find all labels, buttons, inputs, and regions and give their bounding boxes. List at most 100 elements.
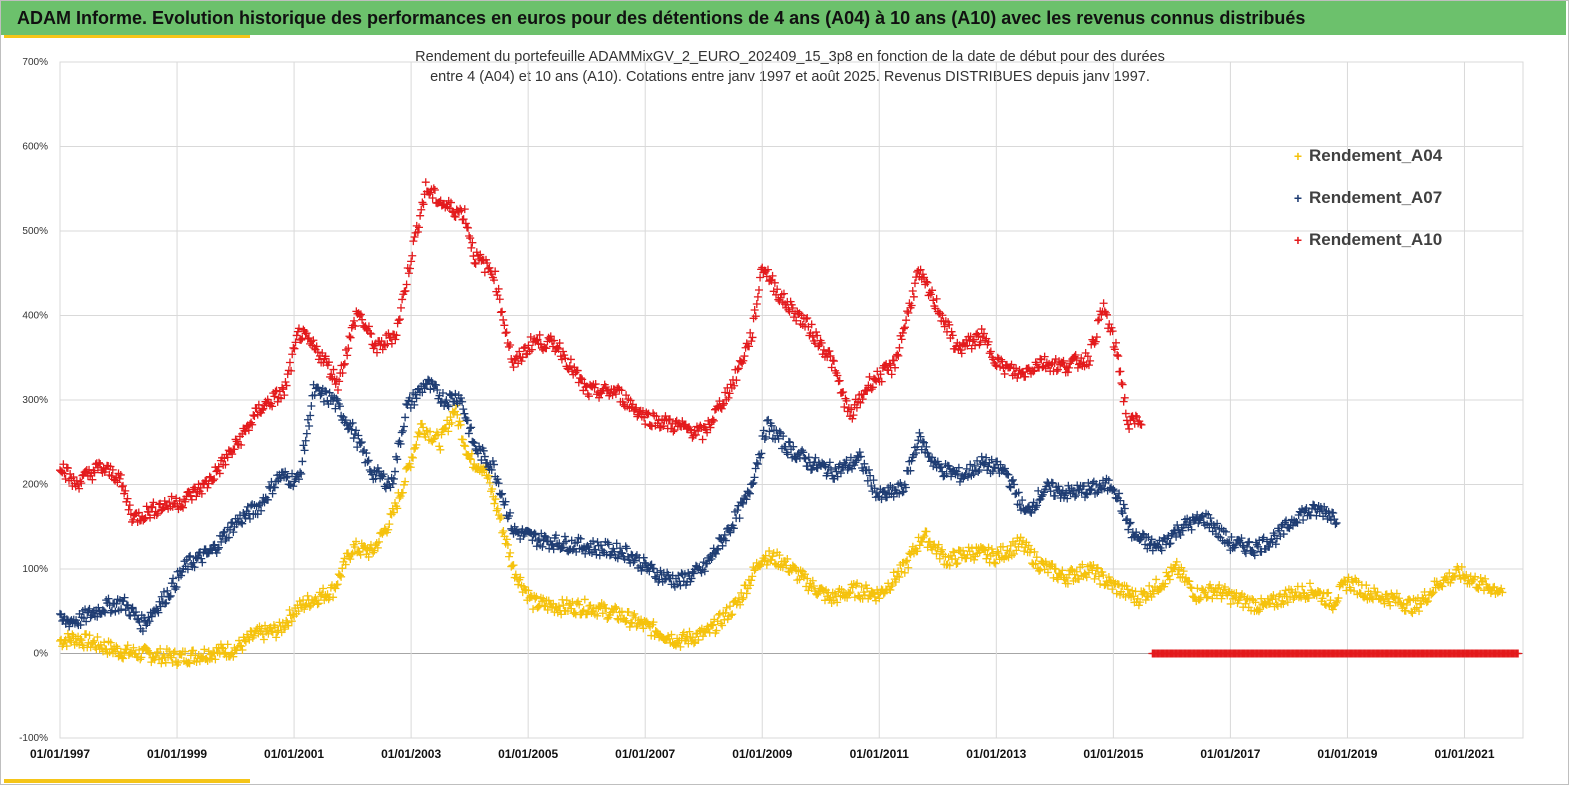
data-point-a10 xyxy=(899,324,908,333)
data-point-a04 xyxy=(1035,566,1044,575)
data-point-a07 xyxy=(122,600,131,609)
data-point-a07 xyxy=(241,514,250,522)
data-point-a10 xyxy=(396,303,405,312)
data-point-a04 xyxy=(455,417,464,426)
data-point-a10 xyxy=(126,510,135,519)
data-point-a07 xyxy=(1120,504,1129,513)
data-point-a07 xyxy=(720,530,729,539)
data-point-a07 xyxy=(1071,492,1080,501)
data-point-a07 xyxy=(362,449,371,458)
data-point-a07 xyxy=(1268,538,1277,547)
data-point-a04 xyxy=(602,604,611,613)
data-point-a04 xyxy=(173,660,182,669)
data-point-a07 xyxy=(238,519,247,528)
data-point-a07 xyxy=(621,542,630,551)
data-point-a10 xyxy=(498,307,507,316)
data-point-a10 xyxy=(345,332,354,341)
data-point-a04 xyxy=(447,418,456,427)
data-point-a07 xyxy=(296,468,305,477)
data-point-a07 xyxy=(488,456,497,465)
data-point-a07 xyxy=(166,591,175,600)
data-point-a04 xyxy=(1108,585,1117,594)
data-point-a04 xyxy=(259,635,268,644)
data-point-a04 xyxy=(470,459,479,468)
data-point-a07 xyxy=(303,415,312,424)
data-point-a04 xyxy=(116,648,125,657)
data-point-a07 xyxy=(132,607,141,616)
data-point-a07 xyxy=(353,443,362,452)
y-tick-label: -100% xyxy=(19,733,48,744)
data-point-a07 xyxy=(1238,541,1247,550)
data-point-a04 xyxy=(639,624,648,633)
data-point-a07 xyxy=(1048,479,1057,488)
data-point-a07 xyxy=(541,532,550,541)
data-point-a07 xyxy=(774,434,783,443)
data-point-a07 xyxy=(1027,508,1036,517)
data-point-a04 xyxy=(1063,579,1072,588)
data-point-a04 xyxy=(485,478,494,487)
data-point-a04 xyxy=(670,640,679,649)
data-point-a07 xyxy=(157,592,166,601)
data-point-a07 xyxy=(1136,535,1145,544)
data-point-a04 xyxy=(1043,568,1052,577)
data-point-a04 xyxy=(783,554,792,563)
data-point-a04 xyxy=(1178,572,1187,581)
data-point-a07 xyxy=(785,438,794,447)
data-point-a04 xyxy=(93,633,102,642)
data-point-a04 xyxy=(863,584,872,593)
data-point-a07 xyxy=(496,490,505,499)
data-point-a07 xyxy=(1157,546,1166,555)
data-point-a04 xyxy=(739,593,748,602)
data-point-a04 xyxy=(1320,599,1329,608)
data-point-a04 xyxy=(77,636,86,645)
data-point-a04 xyxy=(488,484,497,493)
data-point-a07 xyxy=(618,549,627,558)
data-point-a07 xyxy=(145,617,154,626)
data-point-a07 xyxy=(1088,479,1097,488)
data-point-a07 xyxy=(237,518,246,527)
data-point-a04 xyxy=(1423,597,1432,606)
data-point-a04 xyxy=(1437,581,1446,590)
data-point-a04 xyxy=(229,652,238,661)
data-point-a04 xyxy=(676,642,685,651)
data-point-a07 xyxy=(630,556,639,565)
data-point-a07 xyxy=(1115,489,1124,498)
data-point-a04 xyxy=(1031,559,1040,568)
data-point-a04 xyxy=(1326,596,1335,605)
data-point-a07 xyxy=(1037,492,1046,501)
data-point-a04 xyxy=(689,639,698,648)
data-point-a07 xyxy=(73,619,82,628)
data-point-a04 xyxy=(360,541,369,550)
data-point-a04 xyxy=(903,556,912,565)
data-point-a04 xyxy=(919,533,928,542)
data-point-a04 xyxy=(1030,547,1039,556)
y-tick-label: 400% xyxy=(22,311,48,322)
data-point-a04 xyxy=(1417,600,1426,609)
data-point-a04 xyxy=(1462,570,1471,579)
data-point-a07 xyxy=(397,428,406,437)
x-tick-label: 01/01/2005 xyxy=(498,747,558,761)
data-point-a07 xyxy=(283,472,292,481)
data-point-a04 xyxy=(1220,582,1229,591)
y-axis: -100% 0% 100% 200% 300% 400% 500% 600% 700% xyxy=(19,57,48,744)
page-title: ADAM Informe. Evolution historique des p… xyxy=(17,8,1306,28)
data-point-a04 xyxy=(598,609,607,618)
data-point-a04 xyxy=(949,547,958,556)
data-point-a07 xyxy=(996,460,1005,469)
data-point-a04 xyxy=(436,445,445,454)
y-tick-label: 300% xyxy=(22,395,48,406)
data-point-a07 xyxy=(767,421,776,430)
data-point-a04 xyxy=(1283,598,1292,607)
data-point-a07 xyxy=(1206,514,1215,523)
data-point-a07 xyxy=(631,552,640,561)
data-point-a10 xyxy=(416,211,425,220)
data-point-a04 xyxy=(155,655,164,664)
data-point-a10 xyxy=(909,292,918,301)
data-point-a07 xyxy=(984,462,993,471)
data-point-a04 xyxy=(1429,588,1438,597)
data-point-a04 xyxy=(261,621,270,630)
data-point-a07 xyxy=(288,469,297,478)
data-point-a04 xyxy=(313,600,322,609)
data-point-a07 xyxy=(501,497,510,506)
data-point-a07 xyxy=(1062,488,1071,497)
